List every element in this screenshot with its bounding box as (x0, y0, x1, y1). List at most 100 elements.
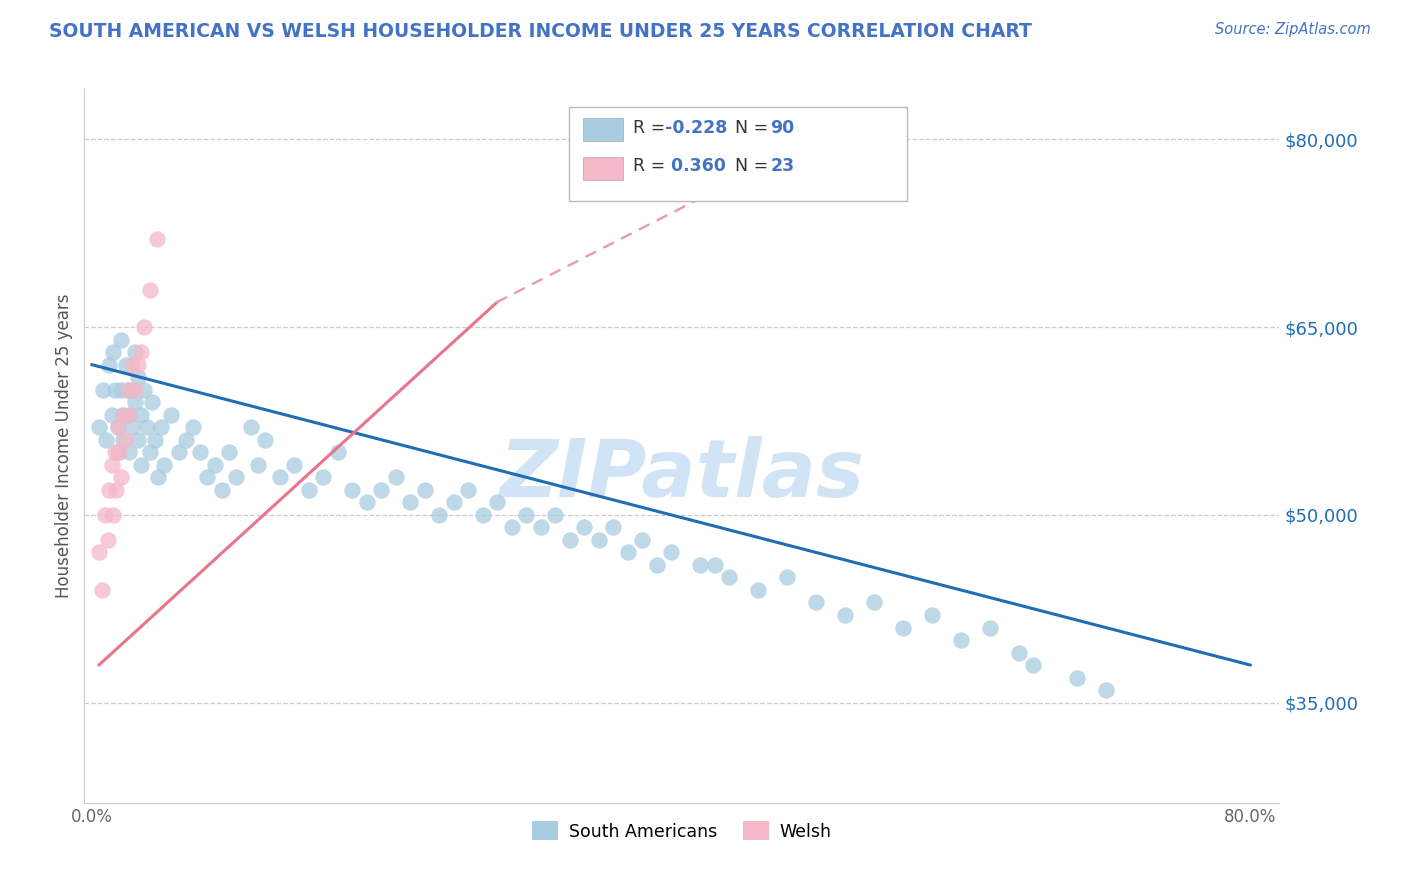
Point (1022, 658, 1045, 673)
Point (132, 320, 155, 334)
Point (645, 558, 668, 572)
Point (121, 358, 143, 372)
Point (174, 433, 197, 447)
Point (326, 445, 349, 459)
Point (443, 495, 465, 509)
Point (124, 345, 146, 359)
Point (150, 420, 173, 434)
Point (659, 545, 682, 559)
Point (703, 558, 725, 572)
Point (138, 445, 160, 459)
Point (776, 570, 799, 584)
Point (121, 383, 143, 397)
Point (87, 545, 110, 559)
Point (501, 520, 523, 534)
Point (572, 520, 595, 534)
Point (225, 470, 247, 484)
Point (96, 533, 118, 547)
Point (863, 595, 886, 609)
Text: Source: ZipAtlas.com: Source: ZipAtlas.com (1215, 22, 1371, 37)
Point (112, 408, 135, 422)
Text: 0.360: 0.360 (665, 157, 725, 175)
Point (121, 420, 143, 434)
Point (631, 533, 654, 547)
Point (107, 420, 129, 434)
Point (689, 558, 711, 572)
Point (118, 445, 141, 459)
Legend: South Americans, Welsh: South Americans, Welsh (526, 814, 838, 847)
Point (143, 433, 166, 447)
Point (138, 283, 160, 297)
Text: ZIPatlas: ZIPatlas (499, 435, 865, 514)
Point (588, 533, 610, 547)
Point (141, 395, 163, 409)
Point (110, 470, 132, 484)
Point (112, 408, 135, 422)
Point (457, 483, 479, 497)
Point (181, 420, 204, 434)
Point (283, 458, 305, 472)
Point (427, 508, 450, 522)
Point (399, 495, 422, 509)
Point (921, 607, 943, 622)
Point (91, 383, 114, 397)
Point (110, 333, 132, 347)
Text: N =: N = (735, 120, 775, 137)
Point (135, 420, 157, 434)
Text: N =: N = (735, 157, 775, 175)
Point (747, 582, 769, 597)
Point (558, 533, 581, 547)
Point (98, 358, 121, 372)
Point (979, 621, 1001, 635)
Point (127, 433, 149, 447)
Point (530, 520, 553, 534)
Point (129, 345, 152, 359)
Point (93, 508, 115, 522)
Point (105, 483, 128, 497)
Point (94, 433, 117, 447)
Point (115, 433, 138, 447)
Point (891, 621, 914, 635)
Point (129, 408, 152, 422)
Point (717, 570, 740, 584)
Point (413, 483, 436, 497)
Point (110, 383, 132, 397)
Text: R =: R = (633, 157, 671, 175)
Point (211, 483, 233, 497)
Text: -0.228: -0.228 (665, 120, 727, 137)
Point (112, 433, 135, 447)
Point (103, 345, 125, 359)
Point (312, 470, 335, 484)
Point (101, 408, 124, 422)
Point (239, 420, 262, 434)
Point (269, 470, 291, 484)
Y-axis label: Householder Income Under 25 years: Householder Income Under 25 years (55, 293, 73, 599)
Point (118, 408, 141, 422)
Point (87, 420, 110, 434)
Point (471, 508, 494, 522)
Point (124, 383, 146, 397)
Point (188, 445, 211, 459)
Point (127, 370, 149, 384)
Point (1094, 683, 1116, 698)
Point (98, 483, 121, 497)
Point (153, 458, 176, 472)
Text: 23: 23 (770, 157, 794, 175)
Point (104, 445, 127, 459)
Point (103, 508, 125, 522)
Point (486, 495, 509, 509)
Text: R =: R = (633, 120, 671, 137)
Point (129, 458, 152, 472)
Point (356, 495, 378, 509)
Point (385, 470, 408, 484)
Point (834, 607, 856, 622)
Point (544, 508, 567, 522)
Point (370, 483, 392, 497)
Point (146, 232, 169, 246)
Point (342, 483, 364, 497)
Point (117, 383, 139, 397)
Point (616, 545, 638, 559)
Point (298, 483, 321, 497)
Point (90, 582, 112, 597)
Point (804, 595, 827, 609)
